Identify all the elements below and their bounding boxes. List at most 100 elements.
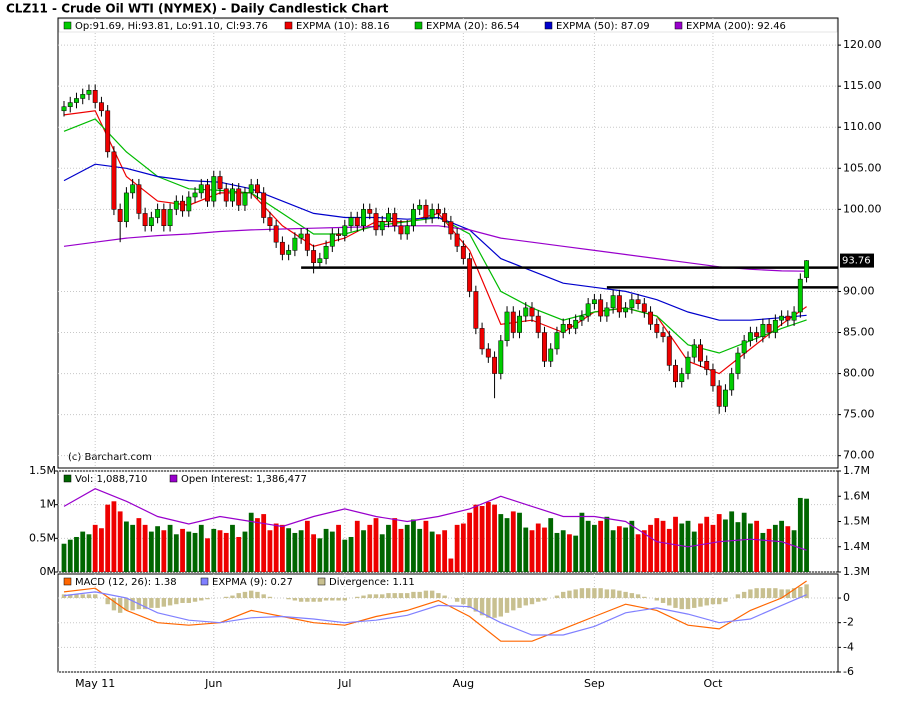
candle-body <box>367 209 373 214</box>
divergence-bar <box>355 596 360 599</box>
volume-bar <box>804 498 809 572</box>
volume-bar <box>323 528 329 572</box>
candle-body <box>492 356 498 374</box>
divergence-bar <box>804 584 809 599</box>
volume-bar <box>317 538 323 572</box>
candle-body <box>654 324 660 333</box>
candle-body <box>273 225 279 243</box>
y-tick-label: 0.5M <box>29 531 56 544</box>
candle-body <box>448 221 454 235</box>
divergence-bar <box>735 594 741 599</box>
volume-bar <box>180 528 185 572</box>
candle-body <box>155 209 161 218</box>
volume-bar <box>386 524 391 572</box>
divergence-bar <box>660 598 666 603</box>
volume-bar <box>523 527 529 572</box>
volume-bar <box>92 524 98 572</box>
candle-body <box>186 196 192 212</box>
legend-label: MACD (12, 26): 1.38 <box>75 577 177 588</box>
y-tick-label: 1.6M <box>843 489 870 502</box>
candle-body <box>392 213 398 227</box>
divergence-bar <box>417 591 422 599</box>
divergence-bar <box>773 588 778 599</box>
legend-label: Vol: 1,088,710 <box>75 474 147 485</box>
candle-body <box>797 278 803 313</box>
candle-body <box>223 188 229 202</box>
candle-body <box>261 192 267 218</box>
volume-bar <box>723 519 728 572</box>
divergence-bar <box>698 598 703 607</box>
volume-bar <box>261 514 267 572</box>
divergence-bar <box>68 594 73 599</box>
volume-bar <box>211 528 217 572</box>
divergence-bar <box>685 598 691 610</box>
divergence-bar <box>93 594 98 599</box>
volume-bar <box>124 521 129 572</box>
volume-bar <box>548 518 554 572</box>
volume-bar <box>610 530 616 572</box>
volume-bar <box>573 535 579 572</box>
volume-bar <box>760 532 766 572</box>
divergence-bar <box>760 588 766 599</box>
candle-body <box>591 299 597 305</box>
candle-body <box>167 209 173 227</box>
divergence-bar <box>741 591 747 599</box>
divergence-bar <box>798 586 803 599</box>
divergence-bar <box>704 598 709 606</box>
volume-bar <box>666 528 672 572</box>
volume-bar <box>336 524 341 572</box>
candle-body <box>710 369 716 387</box>
candle-body <box>254 184 260 194</box>
y-tick-label: 70.00 <box>843 449 875 462</box>
divergence-bar <box>105 598 110 605</box>
candle-body <box>92 90 98 103</box>
divergence-bar <box>442 595 447 599</box>
volume-bar <box>142 524 148 572</box>
legend-label: EXPMA (9): 0.27 <box>212 577 293 588</box>
divergence-bar <box>311 598 316 602</box>
divergence-bar <box>479 598 485 616</box>
volume-bar <box>616 526 622 572</box>
volume-bar <box>542 527 547 572</box>
candle-body <box>542 332 547 362</box>
candle-body <box>323 246 329 259</box>
candle-body <box>529 307 535 317</box>
candle-body <box>80 94 86 99</box>
source-note: (c) Barchart.com <box>68 452 152 463</box>
divergence-bar <box>554 595 560 599</box>
candle-body <box>386 213 391 222</box>
y-tick-label: 120.00 <box>843 38 882 51</box>
volume-bar <box>342 539 348 572</box>
volume-bar <box>623 527 628 572</box>
divergence-bar <box>367 594 372 599</box>
legend-label: EXPMA (10): 88.16 <box>296 21 390 32</box>
volume-bar <box>629 520 635 572</box>
volume-bar <box>417 528 423 572</box>
y-tick-label: -4 <box>843 640 854 653</box>
candle-body <box>142 213 148 227</box>
volume-bar <box>660 520 666 572</box>
candle-body <box>442 213 448 222</box>
volume-bar <box>592 524 597 572</box>
volume-bar <box>785 526 791 572</box>
divergence-bar <box>486 598 491 618</box>
divergence-bar <box>149 598 154 608</box>
indicator-line <box>63 591 807 636</box>
divergence-bar <box>392 593 397 599</box>
divergence-bar <box>429 590 435 599</box>
divergence-bar <box>585 588 591 599</box>
candle-body <box>598 299 604 317</box>
divergence-bar <box>111 598 117 611</box>
divergence-bar <box>249 590 254 599</box>
volume-bar <box>585 520 591 572</box>
candle-body <box>660 332 666 337</box>
divergence-bar <box>386 593 391 599</box>
divergence-bar <box>723 598 728 602</box>
volume-bar <box>379 534 385 572</box>
volume-bar <box>186 531 192 572</box>
volume-bar <box>61 543 67 572</box>
volume-bar <box>748 523 753 572</box>
volume-bar <box>136 518 142 572</box>
volume-bar <box>554 532 560 572</box>
candle-body <box>317 258 323 263</box>
